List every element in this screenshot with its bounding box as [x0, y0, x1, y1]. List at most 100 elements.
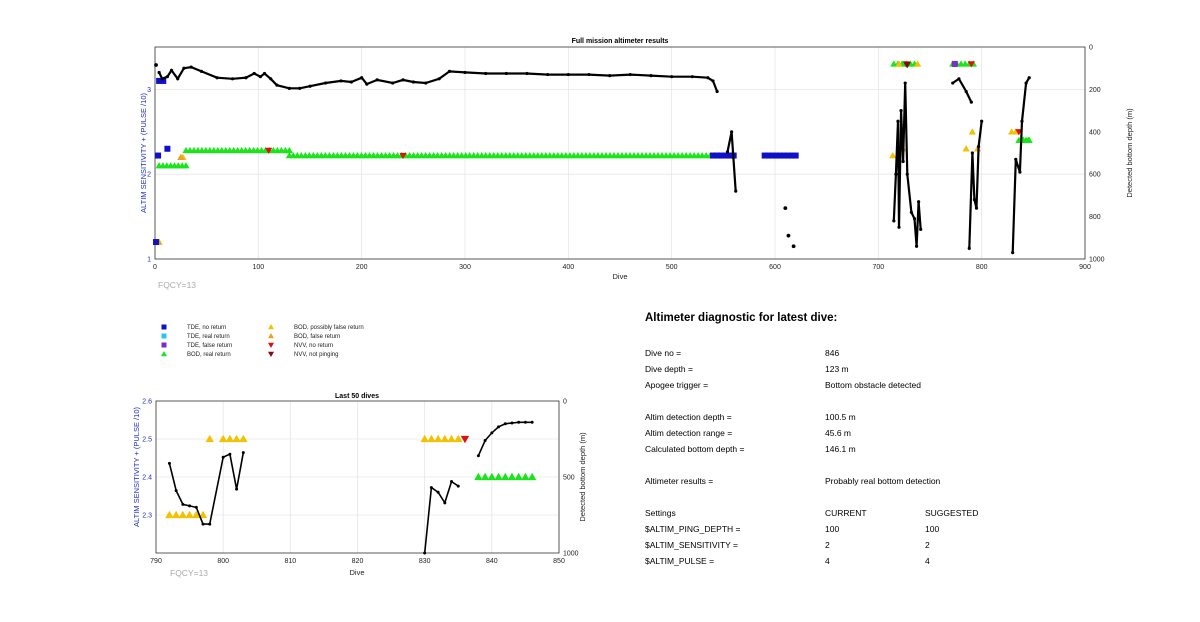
bottom-depth-point: [897, 225, 901, 229]
bottom-depth-point: [608, 74, 612, 78]
bottom-depth-point: [628, 72, 632, 77]
x-tick-label: 600: [769, 264, 781, 271]
bod-real-return-marker: [494, 472, 503, 481]
left-y-tick-label: 3: [147, 87, 151, 94]
bottom-depth-point: [411, 80, 415, 84]
tde-no-return-marker: [726, 152, 733, 159]
bottom-depth-point: [970, 151, 974, 155]
full-mission-plot: Full mission altimeter results 0 100 200 30…: [139, 38, 1134, 290]
setting-name: $ALTIM_SENSITIVITY =: [645, 540, 738, 550]
bottom-depth-point: [443, 501, 447, 505]
bottom-depth-point: [252, 71, 256, 76]
bottom-depth-point: [706, 76, 710, 80]
bottom-depth-point: [375, 78, 379, 82]
altim-detection-range-row: Altim detection range = 45.6 m: [645, 425, 1165, 441]
bottom-depth-point: [980, 119, 984, 123]
diagnostic-heading: Altimeter diagnostic for latest dive:: [645, 312, 838, 324]
bottom-depth-point: [503, 422, 507, 426]
bod-possibly-false-return-marker: [192, 510, 201, 519]
legend-label: TDE, false return: [187, 343, 232, 349]
left-y-tick-label: 1: [147, 257, 151, 264]
left-y-tick-label: 2: [147, 172, 151, 179]
bottom-depth-point: [436, 490, 440, 494]
setting-row-pulse: $ALTIM_PULSE = 4 4: [645, 553, 1165, 569]
bottom-depth-point: [208, 522, 212, 526]
bottom-depth-point: [484, 71, 488, 76]
full-mission-axes-box: [154, 46, 1086, 260]
bottom-depth-point: [783, 206, 788, 211]
setting-row-sensitivity: $ALTIM_SENSITIVITY = 2 2: [645, 537, 1165, 553]
bottom-depth-point: [1027, 76, 1031, 80]
setting-name: $ALTIM_PING_DEPTH =: [645, 524, 741, 534]
altimeter-results-row: Altimeter results = Probably real bottom…: [645, 473, 1165, 489]
bottom-depth-point: [275, 83, 279, 87]
bottom-depth-point: [230, 77, 235, 81]
bottom-depth-point: [649, 74, 653, 78]
bottom-depth-point: [969, 100, 973, 104]
x-tick-label: 0: [153, 264, 157, 271]
nvv-no-return-legend-marker: [268, 342, 274, 348]
setting-suggested: 100: [925, 524, 940, 534]
bottom-depth-point: [725, 150, 730, 154]
bottom-depth-point: [903, 81, 907, 85]
left-y-tick-label: 2.6: [142, 399, 152, 406]
bod-real-return-marker: [507, 472, 517, 481]
last-50-axes-box: [155, 400, 560, 554]
settings-header-row: Settings CURRENT SUGGESTED: [645, 505, 1165, 521]
altim-detection-range-label: Altim detection range =: [645, 428, 733, 438]
altim-detection-depth-value: 100.5 m: [825, 412, 856, 422]
bottom-depth-point: [182, 66, 186, 70]
nvv-no-return-marker: [967, 61, 975, 68]
bottom-depth-point: [711, 79, 715, 83]
bod-real-return-marker: [527, 472, 537, 481]
bottom-depth-point: [401, 78, 405, 82]
bottom-depth-point: [1018, 170, 1022, 174]
bottom-depth-point: [244, 76, 248, 80]
bod-possibly-false-return-marker: [225, 434, 235, 443]
last-50-left-ylabel: ALTIM SENSITIVITY + (PULSE /10): [132, 407, 141, 527]
tde-no-return-marker: [714, 152, 721, 159]
tde-no-return-marker: [765, 152, 772, 159]
bottom-depth-line: [168, 452, 245, 525]
bottom-depth-point: [517, 420, 521, 424]
last-50-xlabel: Dive: [349, 568, 364, 577]
last-50-fqcy-note: FQCY=13: [170, 568, 208, 578]
bod-real-return-marker: [182, 162, 190, 169]
bottom-depth-point: [160, 77, 164, 81]
bottom-depth-point: [235, 487, 239, 491]
bottom-depth-point: [504, 71, 508, 76]
current-column-label: CURRENT: [825, 508, 867, 518]
legend-label: TDE, real return: [187, 334, 230, 340]
last-50-title: Last 50 dives: [335, 393, 379, 400]
tde-no-return-marker: [718, 152, 725, 159]
bod-possibly-false-return-marker: [427, 434, 436, 443]
bottom-depth-point: [174, 489, 178, 493]
left-y-tick-label: 2.3: [142, 513, 152, 520]
bod-possibly-false-return-marker: [218, 434, 228, 443]
bottom-depth-point: [734, 189, 738, 193]
dive-no-label: Dive no =: [645, 348, 682, 358]
bottom-depth-point: [1014, 157, 1018, 161]
bod-real-return-marker: [1025, 136, 1033, 143]
legend-label: BOD, real return: [187, 352, 231, 358]
bottom-depth-point: [269, 77, 273, 81]
bod-possibly-false-return-marker: [198, 510, 208, 519]
full-mission-xlabel: Dive: [612, 272, 627, 281]
settings-label: Settings: [645, 508, 676, 518]
bod-possibly-false-return-marker: [165, 510, 174, 519]
bottom-depth-point: [483, 439, 487, 443]
bottom-depth-point: [670, 75, 674, 79]
bottom-depth-line: [968, 121, 983, 249]
calculated-bottom-depth-row: Calculated bottom depth = 146.1 m: [645, 441, 1165, 457]
nvv-no-return-marker: [399, 152, 407, 160]
setting-current: 100: [825, 524, 840, 534]
tde-real-return-legend-marker: [161, 333, 167, 339]
bottom-depth-point: [437, 77, 441, 81]
bottom-depth-point: [365, 82, 369, 86]
bod-possibly-false-return-legend-marker: [268, 324, 274, 330]
dive-depth-label: Dive depth =: [645, 364, 693, 374]
altimeter-results-label: Altimeter results =: [645, 476, 714, 486]
bottom-depth-point: [228, 452, 232, 456]
bottom-depth-point: [525, 71, 529, 76]
bod-false-return-marker: [177, 153, 185, 160]
